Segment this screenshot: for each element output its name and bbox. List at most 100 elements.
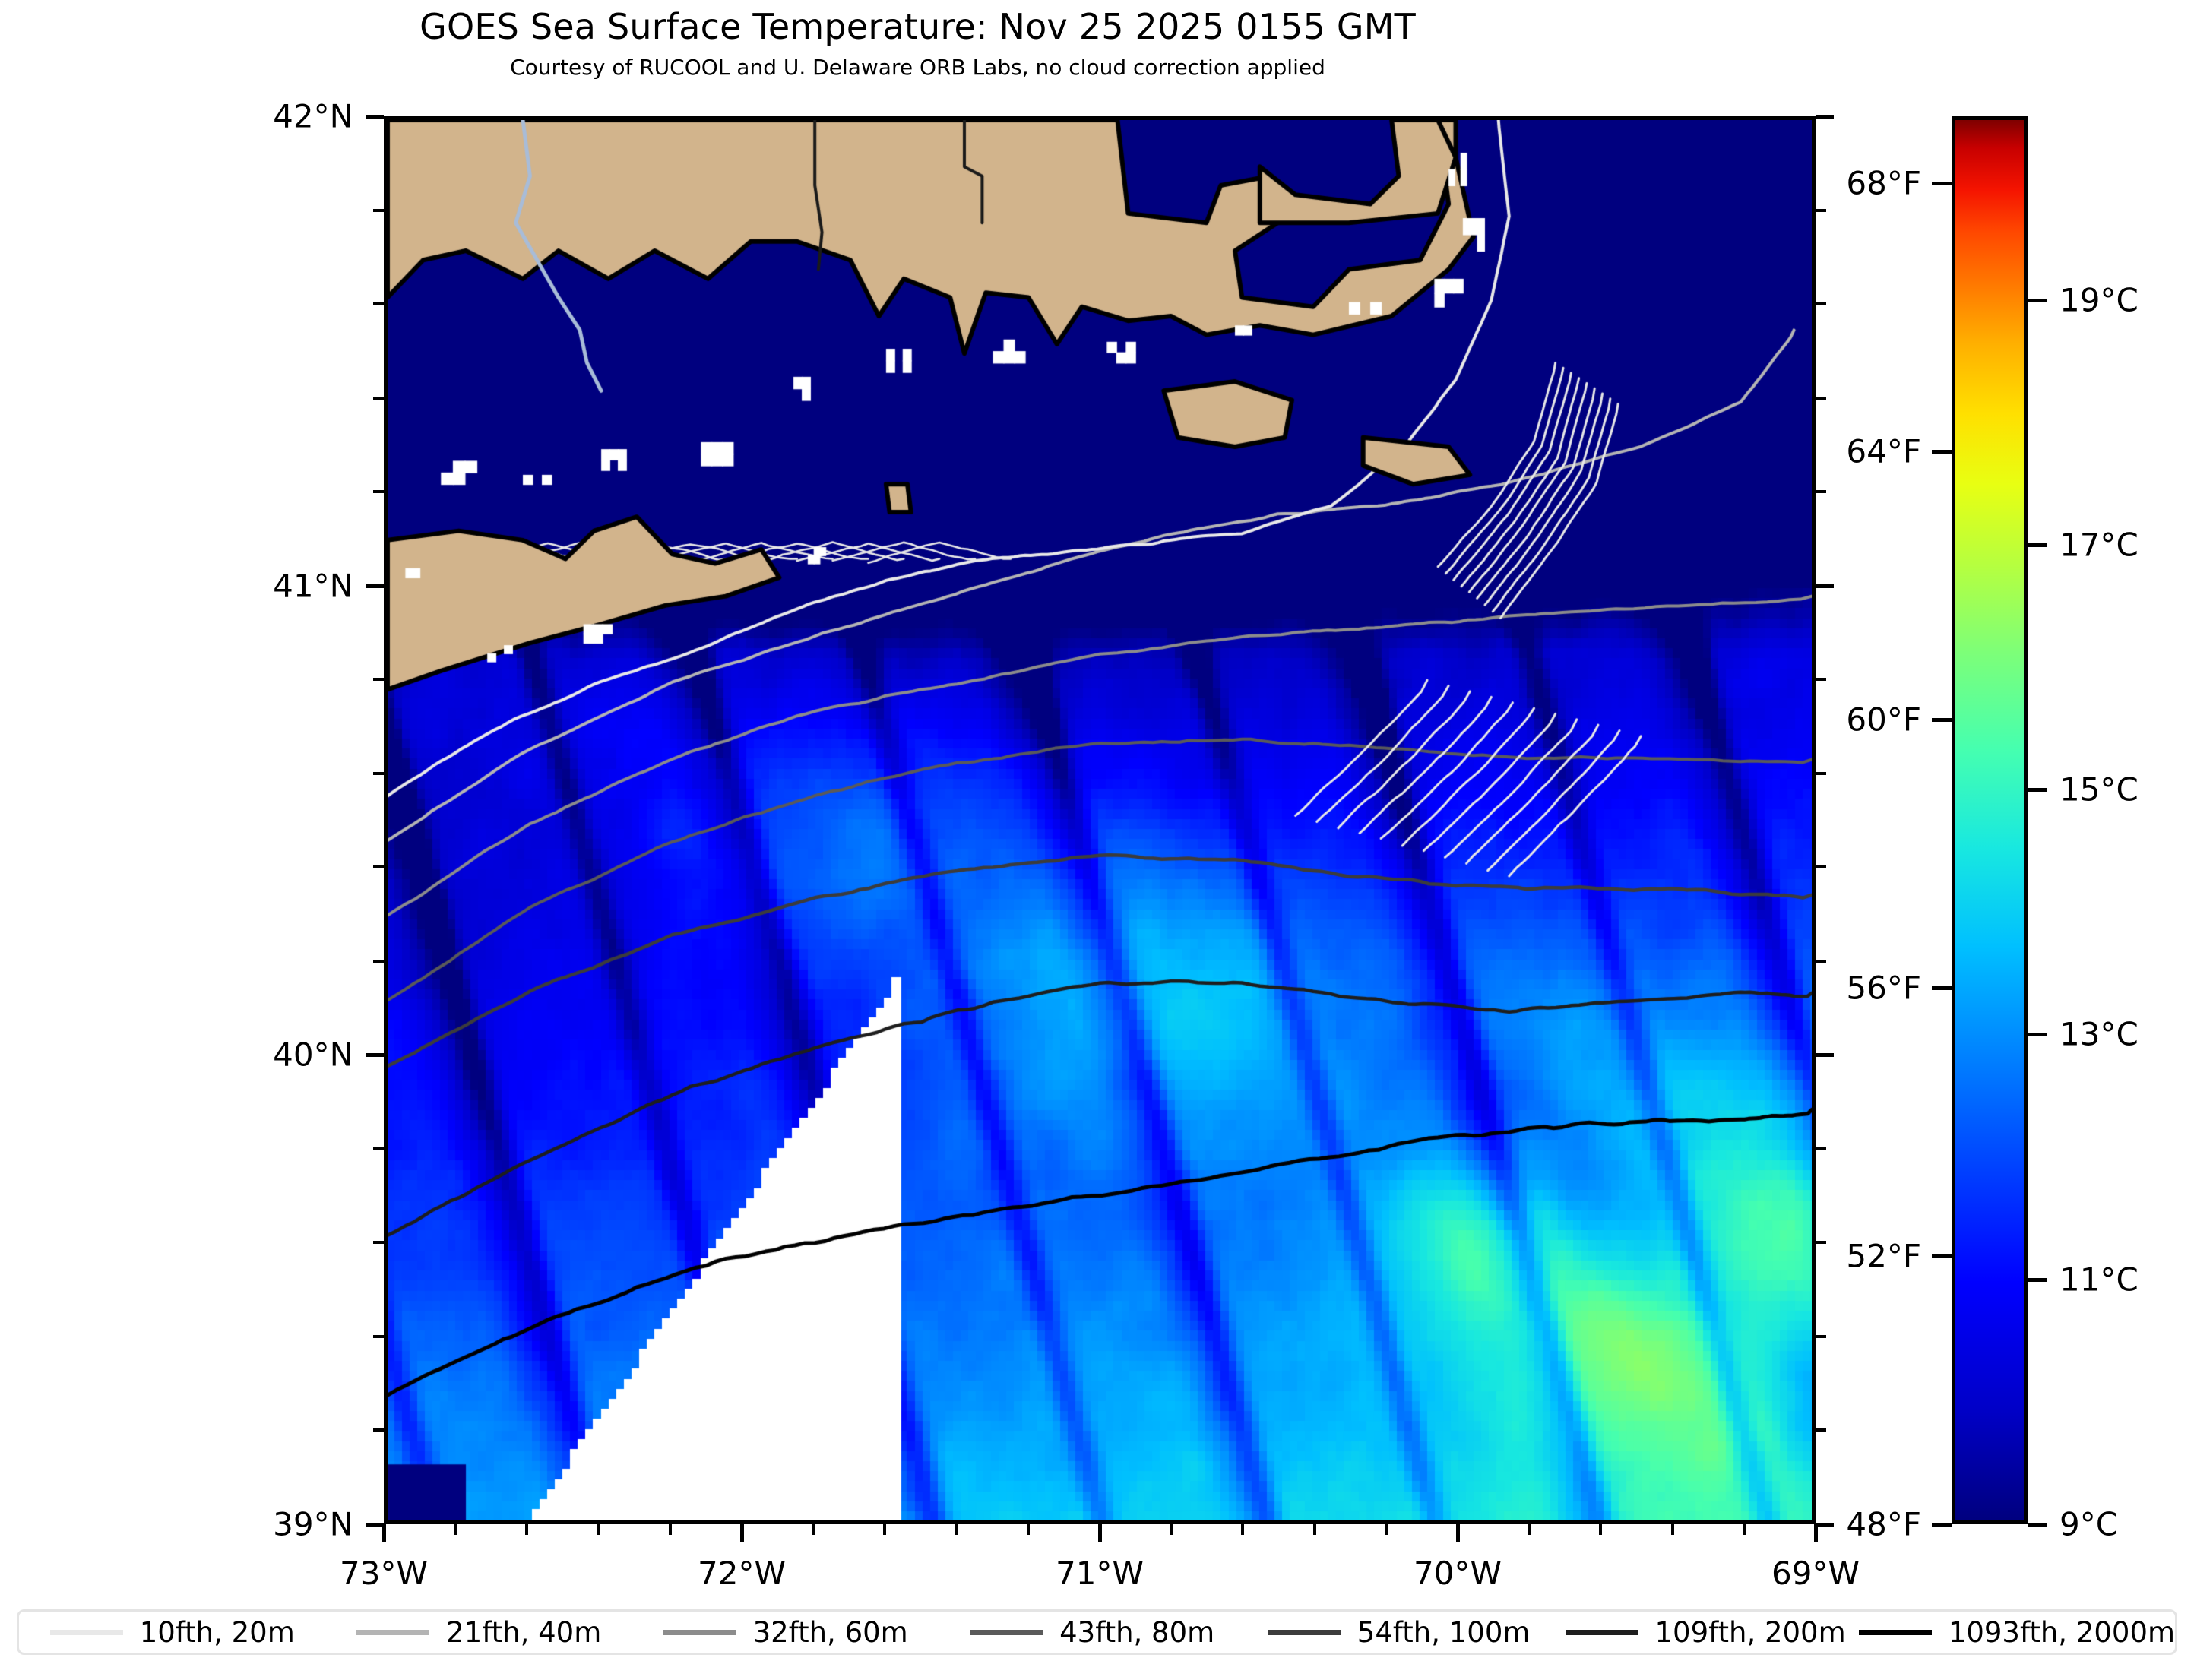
- y-minor-tick: [373, 208, 384, 212]
- legend-line-swatch: [663, 1629, 736, 1635]
- x-minor-tick: [597, 1524, 600, 1535]
- colorbar: [1952, 116, 2028, 1524]
- x-minor-tick: [1384, 1524, 1388, 1535]
- y-minor-tick-right: [1816, 208, 1826, 212]
- y-major-tick: [366, 1523, 384, 1527]
- colorbar-f-label: 60°F: [1846, 701, 1921, 739]
- x-minor-tick: [1026, 1524, 1030, 1535]
- y-minor-tick-right: [1816, 490, 1826, 494]
- x-minor-tick: [454, 1524, 457, 1535]
- legend-line-swatch: [970, 1629, 1043, 1635]
- x-minor-tick: [668, 1524, 672, 1535]
- y-minor-tick: [373, 1428, 384, 1432]
- x-axis-label: 71°W: [1056, 1555, 1144, 1592]
- colorbar-c-tick: [2028, 788, 2047, 793]
- colorbar-c-label: 15°C: [2059, 770, 2139, 808]
- colorbar-c-label: 13°C: [2059, 1015, 2139, 1053]
- legend-item-label: 32fth, 60m: [752, 1615, 908, 1649]
- colorbar-c-label: 9°C: [2059, 1505, 2119, 1543]
- colorbar-f-tick: [1932, 450, 1952, 454]
- y-minor-tick: [373, 959, 384, 963]
- x-minor-tick: [883, 1524, 887, 1535]
- y-minor-tick: [373, 396, 384, 400]
- colorbar-f-label: 64°F: [1846, 432, 1921, 470]
- y-major-tick: [366, 584, 384, 588]
- y-minor-tick-right: [1816, 1147, 1826, 1150]
- sst-heatmap-canvas: [388, 120, 1812, 1520]
- y-major-tick: [366, 1053, 384, 1058]
- x-minor-tick: [955, 1524, 958, 1535]
- y-minor-tick-right: [1816, 771, 1826, 775]
- colorbar-f-label: 52°F: [1846, 1237, 1921, 1275]
- sst-map-plot: [384, 116, 1816, 1524]
- x-axis-label: 73°W: [340, 1555, 428, 1592]
- y-minor-tick: [373, 1147, 384, 1150]
- y-minor-tick-right: [1816, 1241, 1826, 1245]
- colorbar-c-tick: [2028, 1523, 2047, 1527]
- legend-line-swatch: [356, 1629, 430, 1635]
- y-minor-tick-right: [1816, 302, 1826, 306]
- y-axis-label: 41°N: [273, 567, 353, 605]
- colorbar-c-label: 17°C: [2059, 526, 2139, 564]
- legend-line-swatch: [49, 1629, 123, 1635]
- colorbar-f-label: 48°F: [1846, 1505, 1921, 1543]
- y-major-tick-right: [1816, 115, 1834, 119]
- legend-item-label: 109fth, 200m: [1654, 1615, 1846, 1649]
- y-major-tick-right: [1816, 1523, 1834, 1527]
- y-major-tick-right: [1816, 1053, 1834, 1058]
- y-axis-label: 42°N: [273, 97, 353, 135]
- legend-item: 54fth, 100m: [1246, 1616, 1552, 1649]
- colorbar-f-tick: [1932, 986, 1952, 991]
- colorbar-f-label: 56°F: [1846, 969, 1921, 1007]
- y-minor-tick: [373, 678, 384, 682]
- legend-item: 21fth, 40m: [325, 1616, 632, 1649]
- legend-line-swatch: [1858, 1629, 1932, 1635]
- y-major-tick: [366, 115, 384, 119]
- colorbar-c-tick: [2028, 1033, 2047, 1037]
- legend-item: 10fth, 20m: [19, 1616, 325, 1649]
- legend-item: 1093fth, 2000m: [1858, 1616, 2175, 1649]
- y-minor-tick: [373, 865, 384, 869]
- y-minor-tick-right: [1816, 865, 1826, 869]
- colorbar-f-label: 68°F: [1846, 164, 1921, 202]
- colorbar-c-tick: [2028, 298, 2047, 302]
- y-minor-tick-right: [1816, 959, 1826, 963]
- legend-line-swatch: [1267, 1629, 1341, 1635]
- bathymetry-legend: 10fth, 20m 21fth, 40m 32fth, 60m 43fth, 80m…: [17, 1609, 2177, 1655]
- colorbar-f-tick: [1932, 718, 1952, 723]
- page-subtitle: Courtesy of RUCOOL and U. Delaware ORB L…: [510, 55, 1325, 80]
- title-block: GOES Sea Surface Temperature: Nov 25 202…: [0, 6, 1835, 80]
- colorbar-c-label: 11°C: [2059, 1261, 2139, 1299]
- x-major-tick: [740, 1524, 744, 1542]
- x-axis-label: 72°W: [698, 1555, 786, 1592]
- legend-item-label: 21fth, 40m: [446, 1615, 602, 1649]
- colorbar-f-tick: [1932, 182, 1952, 186]
- y-minor-tick-right: [1816, 1428, 1826, 1432]
- legend-item-label: 43fth, 80m: [1059, 1615, 1215, 1649]
- legend-item-label: 10fth, 20m: [139, 1615, 295, 1649]
- page-title: GOES Sea Surface Temperature: Nov 25 202…: [419, 6, 1416, 47]
- x-major-tick: [1456, 1524, 1460, 1542]
- y-minor-tick: [373, 771, 384, 775]
- x-major-tick: [1814, 1524, 1818, 1542]
- x-minor-tick: [1170, 1524, 1173, 1535]
- legend-item: 109fth, 200m: [1552, 1616, 1858, 1649]
- x-minor-tick: [1312, 1524, 1316, 1535]
- y-axis-label: 39°N: [273, 1505, 353, 1543]
- x-axis-label: 69°W: [1771, 1555, 1860, 1592]
- colorbar-c-tick: [2028, 543, 2047, 547]
- x-minor-tick: [1599, 1524, 1603, 1535]
- colorbar-c-tick: [2028, 1277, 2047, 1282]
- colorbar-c-label: 19°C: [2059, 281, 2139, 319]
- x-major-tick: [1098, 1524, 1102, 1542]
- x-minor-tick: [1528, 1524, 1531, 1535]
- legend-item: 43fth, 80m: [939, 1616, 1245, 1649]
- x-minor-tick: [812, 1524, 815, 1535]
- y-major-tick-right: [1816, 584, 1834, 588]
- y-minor-tick: [373, 1241, 384, 1245]
- x-minor-tick: [1670, 1524, 1674, 1535]
- y-minor-tick-right: [1816, 678, 1826, 682]
- y-minor-tick-right: [1816, 1334, 1826, 1338]
- x-minor-tick: [1742, 1524, 1746, 1535]
- legend-item-label: 54fth, 100m: [1357, 1615, 1531, 1649]
